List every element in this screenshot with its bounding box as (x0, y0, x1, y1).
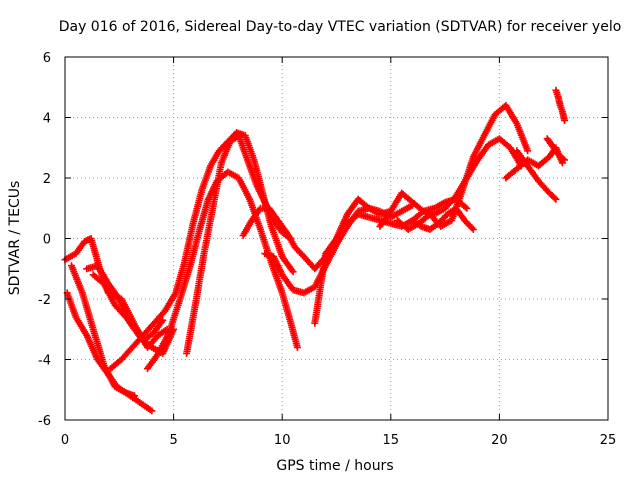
series-markers (513, 147, 560, 203)
series-track-6 (107, 129, 297, 373)
x-tick-label: 25 (600, 433, 617, 448)
series-markers (261, 201, 416, 297)
y-tick-label: 4 (43, 112, 51, 127)
series-track-16 (513, 147, 560, 203)
series-markers (409, 204, 477, 233)
grid (65, 57, 608, 420)
chart-title: Day 016 of 2016, Sidereal Day-to-day VTE… (59, 19, 622, 35)
y-tick-label: 2 (43, 172, 51, 187)
series-track-18 (552, 86, 569, 124)
series-markers (107, 129, 297, 373)
series-track-2 (63, 289, 156, 415)
series-track-3 (68, 262, 138, 400)
series-markers (144, 168, 301, 373)
series-track-10 (261, 201, 416, 297)
y-tick-label: 0 (43, 233, 51, 248)
x-tick-label: 20 (491, 433, 508, 448)
series-track-14 (409, 204, 477, 233)
y-axis-ticks: -6 -4 -2 0 2 4 6 (38, 51, 608, 429)
series-markers (376, 135, 525, 230)
series-track-17 (543, 135, 569, 164)
y-tick-label: -6 (38, 414, 51, 429)
x-axis-ticks: 0 5 10 15 20 25 (61, 57, 616, 448)
series-markers (63, 289, 156, 415)
y-tick-label: -4 (38, 354, 51, 369)
y-axis-label: SDTVAR / TECUs (7, 181, 23, 296)
data-marks (61, 86, 569, 415)
series-track-7 (144, 168, 301, 373)
x-tick-label: 0 (61, 433, 69, 448)
series-markers (68, 262, 138, 400)
x-tick-label: 5 (169, 433, 177, 448)
x-tick-label: 15 (383, 433, 400, 448)
series-markers (543, 135, 569, 164)
series-track-12 (376, 135, 525, 230)
x-axis-label: GPS time / hours (276, 458, 393, 474)
y-tick-label: 6 (43, 51, 51, 66)
series-markers (552, 86, 569, 124)
x-tick-label: 10 (274, 433, 291, 448)
y-tick-label: -2 (38, 293, 51, 308)
